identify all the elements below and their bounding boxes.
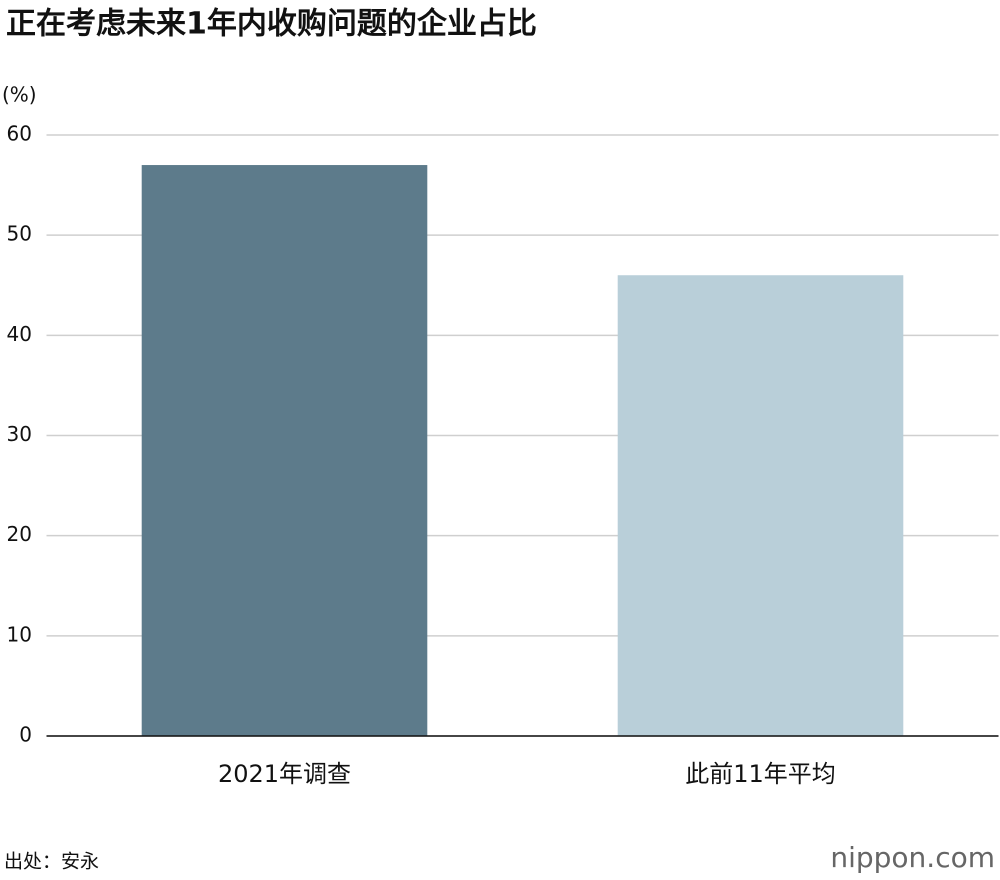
bar <box>141 165 428 737</box>
y-axis-label: (%) <box>2 83 37 107</box>
chart-title: 正在考虑未来1年内收购问题的企业占比 <box>6 7 537 42</box>
y-tick-label: 20 <box>7 522 32 546</box>
y-tick-label: 40 <box>7 322 32 346</box>
x-tick-label: 2021年调查 <box>218 760 351 788</box>
y-tick-label: 60 <box>7 122 32 146</box>
x-tick-label: 此前11年平均 <box>685 760 836 788</box>
logo: nippon.com <box>830 841 995 874</box>
y-tick-label: 50 <box>7 222 32 246</box>
y-tick-label: 30 <box>7 422 32 446</box>
y-tick-label: 0 <box>19 723 32 747</box>
bar <box>617 275 904 736</box>
source: 出处：安永 <box>4 851 99 873</box>
y-tick-label: 10 <box>7 622 32 646</box>
